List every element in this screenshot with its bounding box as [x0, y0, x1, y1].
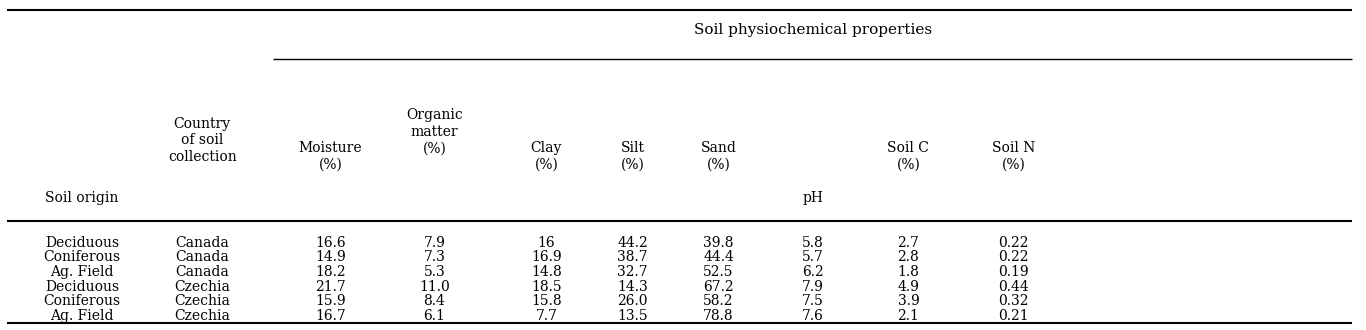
Text: 16: 16: [538, 236, 555, 249]
Text: 14.3: 14.3: [617, 280, 647, 294]
Text: Coniferous: Coniferous: [44, 294, 120, 309]
Text: 0.22: 0.22: [999, 250, 1029, 264]
Text: 0.19: 0.19: [999, 265, 1029, 279]
Text: 0.44: 0.44: [999, 280, 1029, 294]
Text: 39.8: 39.8: [703, 236, 734, 249]
Text: 13.5: 13.5: [617, 309, 647, 323]
Text: 44.4: 44.4: [703, 250, 734, 264]
Text: 7.7: 7.7: [535, 309, 557, 323]
Text: Sand
(%): Sand (%): [701, 141, 736, 172]
Text: 7.6: 7.6: [802, 309, 824, 323]
Text: Clay
(%): Clay (%): [531, 141, 561, 172]
Text: Soil physiochemical properties: Soil physiochemical properties: [694, 23, 932, 37]
Text: 32.7: 32.7: [617, 265, 647, 279]
Text: Czechia: Czechia: [175, 309, 229, 323]
Text: 18.2: 18.2: [316, 265, 346, 279]
Text: 0.22: 0.22: [999, 236, 1029, 249]
Text: 7.5: 7.5: [802, 294, 824, 309]
Text: 0.32: 0.32: [999, 294, 1029, 309]
Text: 4.9: 4.9: [897, 280, 919, 294]
Text: 16.9: 16.9: [531, 250, 561, 264]
Text: Ag. Field: Ag. Field: [51, 265, 113, 279]
Text: 16.6: 16.6: [316, 236, 346, 249]
Text: 14.9: 14.9: [316, 250, 346, 264]
Text: Czechia: Czechia: [175, 294, 229, 309]
Text: 38.7: 38.7: [617, 250, 647, 264]
Text: 7.9: 7.9: [423, 236, 445, 249]
Text: Silt
(%): Silt (%): [620, 141, 645, 172]
Text: 8.4: 8.4: [423, 294, 445, 309]
Text: 2.1: 2.1: [897, 309, 919, 323]
Text: 44.2: 44.2: [617, 236, 647, 249]
Text: Canada: Canada: [175, 265, 229, 279]
Text: 11.0: 11.0: [419, 280, 449, 294]
Text: 1.8: 1.8: [897, 265, 919, 279]
Text: 6.1: 6.1: [423, 309, 445, 323]
Text: 6.2: 6.2: [802, 265, 824, 279]
Text: 18.5: 18.5: [531, 280, 561, 294]
Text: 2.8: 2.8: [897, 250, 919, 264]
Text: Soil N
(%): Soil N (%): [992, 141, 1035, 172]
Text: 2.7: 2.7: [897, 236, 919, 249]
Text: 7.9: 7.9: [802, 280, 824, 294]
Text: Czechia: Czechia: [175, 280, 229, 294]
Text: 21.7: 21.7: [316, 280, 346, 294]
Text: Organic
matter
(%): Organic matter (%): [406, 108, 463, 156]
Text: Coniferous: Coniferous: [44, 250, 120, 264]
Text: 78.8: 78.8: [703, 309, 734, 323]
Text: 58.2: 58.2: [703, 294, 734, 309]
Text: 7.3: 7.3: [423, 250, 445, 264]
Text: Canada: Canada: [175, 236, 229, 249]
Text: 5.7: 5.7: [802, 250, 824, 264]
Text: 5.3: 5.3: [423, 265, 445, 279]
Text: 3.9: 3.9: [897, 294, 919, 309]
Text: Moisture
(%): Moisture (%): [299, 141, 362, 172]
Text: 14.8: 14.8: [531, 265, 561, 279]
Text: 67.2: 67.2: [703, 280, 734, 294]
Text: 5.8: 5.8: [802, 236, 824, 249]
Text: 0.21: 0.21: [999, 309, 1029, 323]
Text: Ag. Field: Ag. Field: [51, 309, 113, 323]
Text: 16.7: 16.7: [316, 309, 346, 323]
Text: 15.9: 15.9: [316, 294, 346, 309]
Text: 26.0: 26.0: [617, 294, 647, 309]
Text: Soil origin: Soil origin: [45, 191, 119, 205]
Text: Country
of soil
collection: Country of soil collection: [168, 116, 236, 164]
Text: Deciduous: Deciduous: [45, 236, 119, 249]
Text: pH: pH: [802, 191, 824, 205]
Text: 52.5: 52.5: [703, 265, 734, 279]
Text: Canada: Canada: [175, 250, 229, 264]
Text: Soil C
(%): Soil C (%): [888, 141, 929, 172]
Text: 15.8: 15.8: [531, 294, 561, 309]
Text: Deciduous: Deciduous: [45, 280, 119, 294]
